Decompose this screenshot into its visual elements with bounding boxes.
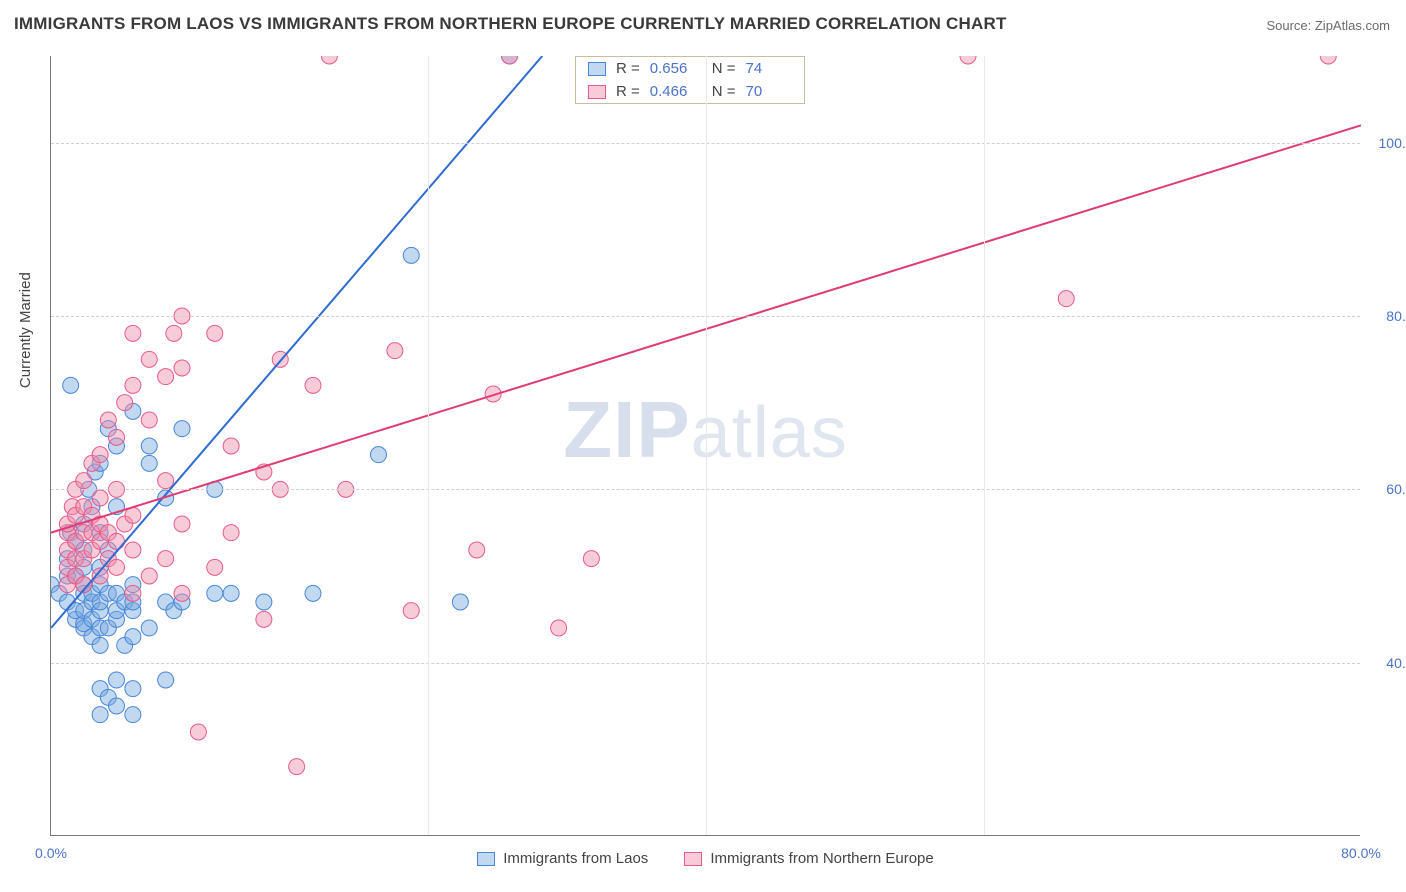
series-legend: Immigrants from Laos Immigrants from Nor…: [51, 850, 1360, 867]
y-tick-label: 80.0%: [1366, 308, 1406, 324]
y-tick-label: 40.0%: [1366, 655, 1406, 671]
y-tick-label: 100.0%: [1366, 135, 1406, 151]
legend-stats-row: R = 0.466 N = 70: [576, 80, 804, 103]
x-tick-label: 80.0%: [1341, 845, 1381, 861]
x-minor-tick: [706, 56, 707, 835]
scatter-plot: Currently Married ZIPatlas R =0.656N =74…: [50, 56, 1360, 836]
legend-stats-row: R = 0.656 N = 74: [576, 57, 804, 80]
correlation-legend: R = 0.656 N = 74 R = 0.466 N = 70: [575, 56, 805, 104]
r-value: 0.656: [650, 60, 696, 77]
legend-label: Immigrants from Northern Europe: [710, 850, 933, 867]
legend-swatch-icon: [684, 852, 702, 866]
r-label: R =: [616, 60, 640, 77]
legend-swatch-icon: [477, 852, 495, 866]
n-label: N =: [712, 83, 736, 100]
chart-title: IMMIGRANTS FROM LAOS VS IMMIGRANTS FROM …: [14, 14, 1007, 34]
x-minor-tick: [428, 56, 429, 835]
x-tick-label: 0.0%: [35, 845, 67, 861]
legend-swatch-icon: [588, 62, 606, 76]
n-value: 74: [746, 60, 792, 77]
legend-label: Immigrants from Laos: [503, 850, 648, 867]
r-value: 0.466: [650, 83, 696, 100]
y-tick-label: 60.0%: [1366, 481, 1406, 497]
n-label: N =: [712, 60, 736, 77]
x-minor-tick: [984, 56, 985, 835]
y-axis-label: Currently Married: [17, 272, 34, 388]
legend-item-northern-europe: Immigrants from Northern Europe: [684, 850, 933, 867]
r-label: R =: [616, 83, 640, 100]
legend-swatch-icon: [588, 85, 606, 99]
n-value: 70: [746, 83, 792, 100]
legend-item-laos: Immigrants from Laos: [477, 850, 648, 867]
source-attribution: Source: ZipAtlas.com: [1266, 18, 1390, 33]
